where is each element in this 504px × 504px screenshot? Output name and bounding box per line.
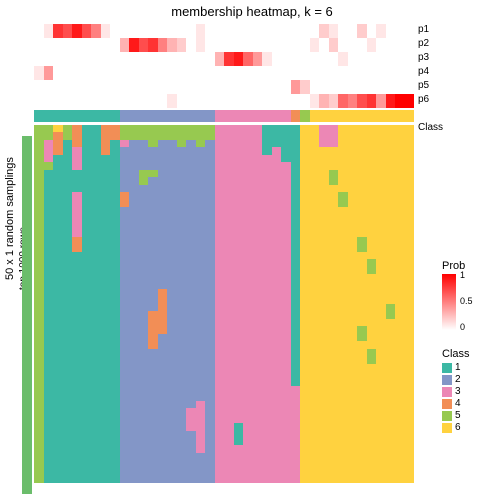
- heatmap-column: [348, 125, 358, 483]
- p-row: [34, 80, 414, 94]
- class-legend: Class 123456: [442, 348, 498, 434]
- p-row: [34, 94, 414, 108]
- heatmap-column: [376, 125, 386, 483]
- heatmap-column: [158, 125, 168, 483]
- p-row-label: p5: [418, 80, 429, 91]
- prob-legend: Prob 1 0.5 0: [442, 260, 498, 332]
- heatmap-column: [262, 125, 272, 483]
- heatmap-column: [272, 125, 282, 483]
- main-heatmap: [34, 125, 414, 483]
- heatmap-column: [53, 125, 63, 483]
- legend-item: 6: [442, 422, 498, 433]
- heatmap-column: [205, 125, 215, 483]
- legend-label: 3: [455, 386, 461, 397]
- heatmap-column: [310, 125, 320, 483]
- heatmap-column: [253, 125, 263, 483]
- heatmap-column: [44, 125, 54, 483]
- heatmap-column: [196, 125, 206, 483]
- legend-label: 2: [455, 374, 461, 385]
- heatmap-column: [386, 125, 396, 483]
- heatmap-column: [224, 125, 234, 483]
- heatmap-column: [395, 125, 405, 483]
- heatmap-column: [82, 125, 92, 483]
- heatmap-column: [110, 125, 120, 483]
- y-axis-label-outer: 50 x 1 random samplings: [4, 157, 16, 280]
- prob-gradient: 1 0.5 0: [442, 274, 456, 330]
- legend-item: 4: [442, 398, 498, 409]
- heatmap-column: [281, 125, 291, 483]
- heatmap-column: [91, 125, 101, 483]
- heatmap-column: [101, 125, 111, 483]
- heatmap-column: [338, 125, 348, 483]
- heatmap-column: [129, 125, 139, 483]
- legend-item: 2: [442, 374, 498, 385]
- p-row: [34, 24, 414, 38]
- p-row-label: p3: [418, 52, 429, 63]
- heatmap-column: [215, 125, 225, 483]
- class-annotation-row: [34, 110, 414, 122]
- heatmap-column: [291, 125, 301, 483]
- row-annotation-bar: [22, 136, 32, 494]
- heatmap-column: [186, 125, 196, 483]
- prob-legend-title: Prob: [442, 260, 498, 272]
- legend-item: 1: [442, 362, 498, 373]
- heatmap-column: [72, 125, 82, 483]
- chart-title: membership heatmap, k = 6: [0, 0, 504, 19]
- p-row-label: p4: [418, 66, 429, 77]
- legend-swatch: [442, 423, 452, 433]
- legend-swatch: [442, 375, 452, 385]
- legend-label: 1: [455, 362, 461, 373]
- prob-tick: 0.5: [460, 296, 473, 306]
- heatmap-column: [243, 125, 253, 483]
- p-row-label: p2: [418, 38, 429, 49]
- p-row-label: p6: [418, 94, 429, 105]
- prob-tick: 0: [460, 322, 465, 332]
- heatmap-column: [63, 125, 73, 483]
- legend-swatch: [442, 411, 452, 421]
- p-row: [34, 38, 414, 52]
- legend-swatch: [442, 387, 452, 397]
- legend-swatch: [442, 399, 452, 409]
- legend-item: 5: [442, 410, 498, 421]
- heatmap-column: [34, 125, 44, 483]
- heatmap-column: [148, 125, 158, 483]
- p-row: [34, 52, 414, 66]
- heatmap-column: [300, 125, 310, 483]
- heatmap-column: [167, 125, 177, 483]
- heatmap-column: [367, 125, 377, 483]
- legend-label: 5: [455, 410, 461, 421]
- heatmap-area: [34, 24, 414, 494]
- prob-tick: 1: [460, 270, 465, 280]
- legend-label: 4: [455, 398, 461, 409]
- class-legend-title: Class: [442, 348, 498, 360]
- heatmap-column: [120, 125, 130, 483]
- heatmap-column: [319, 125, 329, 483]
- heatmap-column: [139, 125, 149, 483]
- legend-item: 3: [442, 386, 498, 397]
- heatmap-column: [405, 125, 415, 483]
- heatmap-column: [329, 125, 339, 483]
- class-row-label: Class: [418, 122, 443, 133]
- heatmap-column: [177, 125, 187, 483]
- p-row-label: p1: [418, 24, 429, 35]
- legend-swatch: [442, 363, 452, 373]
- heatmap-column: [234, 125, 244, 483]
- p-row: [34, 66, 414, 80]
- heatmap-column: [357, 125, 367, 483]
- legend-label: 6: [455, 422, 461, 433]
